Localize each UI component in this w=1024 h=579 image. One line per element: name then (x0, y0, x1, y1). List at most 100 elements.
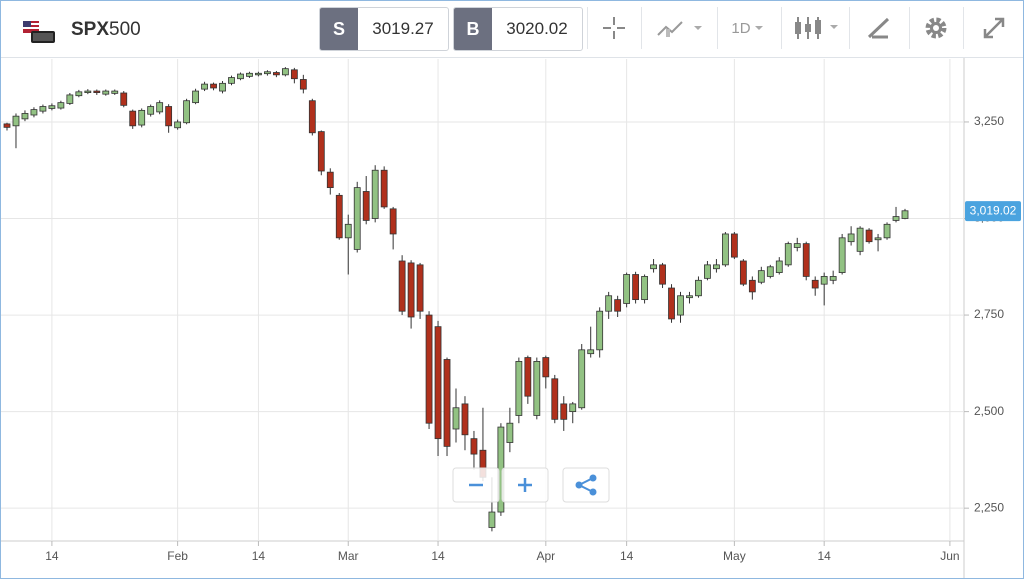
candle-body (228, 77, 235, 84)
symbol-suffix: 500 (109, 19, 141, 40)
toolbar: SPX500 S 3019.27 B 3020.02 1D (1, 1, 1023, 58)
share-dot (589, 488, 597, 496)
candle-body (183, 100, 191, 124)
candle-body (793, 243, 801, 248)
candle-body (461, 403, 469, 436)
candle-body (120, 92, 128, 106)
candle-body (281, 68, 289, 76)
candle-body (488, 511, 496, 528)
candle-body (722, 233, 729, 266)
candle-body (201, 83, 208, 90)
caret (754, 26, 763, 30)
candle-body (713, 264, 720, 270)
draw-button[interactable] (849, 7, 908, 49)
timeframe-button[interactable]: 1D (717, 7, 780, 49)
candle-body (524, 357, 532, 397)
candle-body (542, 357, 550, 378)
candle-body (326, 171, 334, 189)
settings-button[interactable] (909, 7, 962, 49)
candle-body (129, 110, 137, 127)
candle-body (901, 210, 909, 219)
candle-body (246, 72, 253, 77)
x-tick-label: 14 (818, 549, 832, 563)
buy-label: B (454, 8, 492, 50)
chart-type-button[interactable] (641, 7, 716, 49)
y-tick-label: 2,250 (974, 500, 1004, 514)
candle-body (380, 169, 388, 208)
candle-body (623, 274, 631, 304)
candle-body (865, 229, 873, 243)
x-tick-label: 14 (620, 549, 634, 563)
candle-body (210, 83, 217, 89)
x-tick-label: May (723, 549, 746, 563)
candle-body (614, 299, 622, 312)
buy-price: 3020.02 (506, 19, 568, 38)
candle-body (730, 233, 738, 258)
candle-body (434, 326, 442, 440)
candle-body (165, 106, 173, 127)
candle-body (811, 279, 819, 289)
x-tick-label: 14 (45, 549, 59, 563)
buy-button[interactable]: B 3020.02 (453, 7, 583, 51)
x-tick-label: Mar (338, 549, 359, 563)
candle-body (93, 90, 101, 94)
candle-body (84, 90, 92, 94)
chart: 2,2502,5002,7503,0003,25014Feb14Mar14Apr… (1, 58, 1021, 578)
x-tick-label: 14 (252, 549, 266, 563)
candle-body (416, 264, 424, 312)
gear-icon (925, 17, 947, 39)
candle-body (856, 227, 864, 252)
candle-body (820, 276, 828, 285)
fullscreen-button[interactable] (963, 7, 1023, 49)
candle-body (533, 361, 541, 416)
candle-body (407, 262, 415, 318)
candle-body (677, 295, 684, 316)
x-tick-label: Jun (940, 549, 959, 563)
candle-body (686, 295, 693, 299)
candle-body (739, 260, 747, 285)
candle-body (174, 121, 182, 129)
candle-body (317, 131, 325, 172)
candle-body (75, 91, 83, 97)
last-price-label: 3,019.02 (970, 203, 1017, 217)
candle-body (12, 115, 20, 127)
candle-body (605, 295, 613, 312)
candle-body (668, 287, 675, 320)
candle-body (156, 102, 164, 113)
x-tick-label: Apr (536, 549, 555, 563)
y-tick-label: 3,250 (974, 114, 1004, 128)
candle-body (659, 264, 666, 285)
candle-body (784, 243, 792, 266)
candle-body (766, 266, 774, 277)
candle-body (596, 310, 604, 351)
sell-button[interactable]: S 3019.27 (319, 7, 449, 51)
plus-icon (518, 478, 532, 492)
candle-body (704, 264, 711, 279)
draw-icon (867, 17, 890, 39)
candle-body (21, 113, 29, 120)
candle-body (443, 359, 451, 447)
share-button[interactable] (562, 467, 610, 503)
candle-body (147, 106, 155, 115)
x-tick-label: Feb (167, 549, 188, 563)
candle-body (255, 72, 262, 76)
candle-body (757, 270, 765, 283)
candle-body (515, 361, 523, 416)
candle-body (389, 208, 397, 235)
sell-price: 3019.27 (372, 19, 434, 38)
candle-body (111, 90, 119, 94)
candle-body (138, 109, 146, 126)
candle-body (838, 237, 846, 273)
candle-body (290, 69, 298, 80)
candle-body (102, 90, 110, 95)
crosshair-button[interactable] (587, 7, 640, 49)
candle-body (452, 407, 460, 430)
flag-icon (23, 21, 55, 43)
share-dot (589, 474, 597, 482)
candle-body (847, 233, 855, 243)
candle-button[interactable] (781, 7, 848, 49)
symbol: SPX500 (71, 19, 141, 41)
candle-body (362, 191, 370, 221)
candle-body (57, 102, 65, 109)
candle-body (802, 243, 810, 277)
